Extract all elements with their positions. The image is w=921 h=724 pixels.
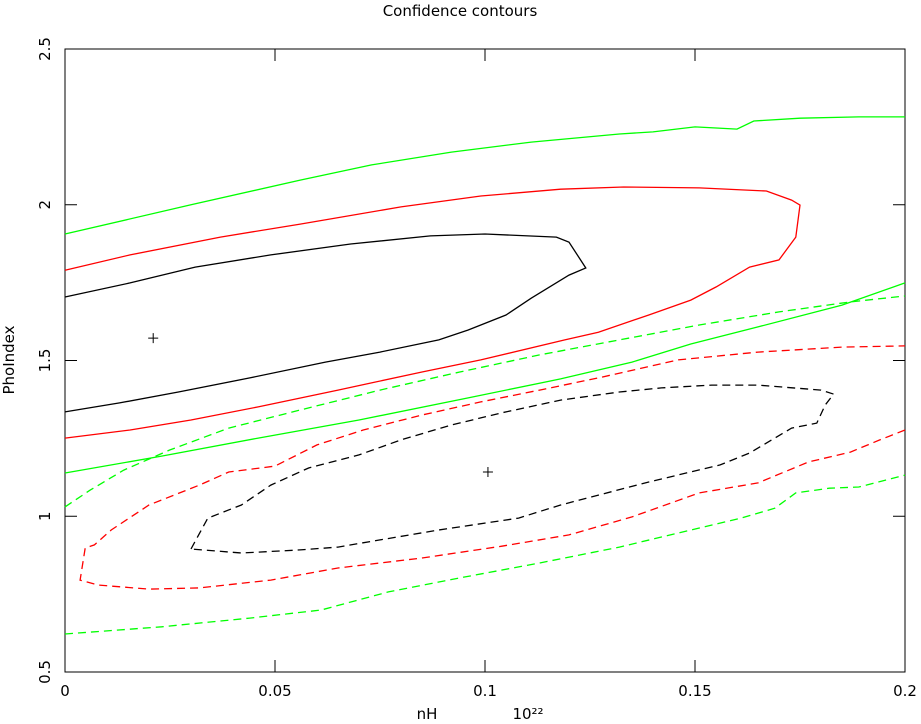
y-tick-label: 2.5 xyxy=(36,37,54,61)
contour-line xyxy=(64,233,587,413)
contour-line xyxy=(64,474,906,635)
contour-line xyxy=(64,282,906,474)
x-tick-label: 0.1 xyxy=(473,682,497,700)
x-tick-label: 0.2 xyxy=(893,682,917,700)
best-fit-marker xyxy=(148,333,159,344)
contour-line xyxy=(64,186,801,439)
x-tick-label: 0.05 xyxy=(258,682,291,700)
contour-line xyxy=(190,384,835,554)
contour-line xyxy=(64,116,905,235)
x-tick-label: 0.15 xyxy=(678,682,711,700)
contour-line xyxy=(64,295,906,508)
y-tick-label: 0.5 xyxy=(36,660,54,684)
x-axis-unit: 10²² xyxy=(512,705,543,723)
y-tick-label: 1.5 xyxy=(36,349,54,373)
y-tick-label: 2 xyxy=(36,200,54,210)
y-tick-label: 1 xyxy=(36,511,54,521)
best-fit-marker xyxy=(482,467,493,478)
x-tick-label: 0 xyxy=(60,682,70,700)
chart-title: Confidence contours xyxy=(383,2,538,20)
contour-line xyxy=(79,345,906,590)
x-axis-label: nH xyxy=(417,705,438,723)
y-axis-label: PhoIndex xyxy=(0,325,18,394)
plot-frame xyxy=(64,48,906,673)
